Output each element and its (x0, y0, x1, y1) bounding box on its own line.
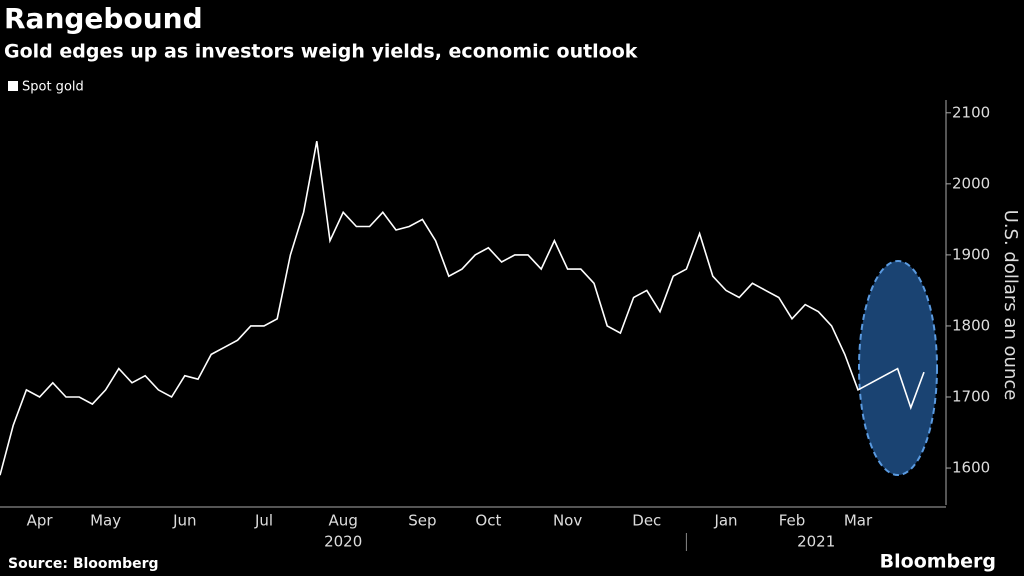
x-tick-label: Jul (254, 512, 273, 530)
x-tick-label: Feb (779, 512, 806, 530)
legend-swatch (8, 81, 18, 91)
chart-subtitle: Gold edges up as investors weigh yields,… (4, 41, 638, 63)
x-tick-label: Nov (553, 512, 582, 530)
x-tick-label: Sep (408, 512, 436, 530)
x-tick-label: Aug (329, 512, 358, 530)
x-tick-label: Dec (632, 512, 661, 530)
y-tick-label: 2100 (952, 103, 990, 121)
y-tick-label: 1600 (952, 459, 990, 477)
x-tick-label: Apr (27, 512, 54, 530)
x-tick-label: May (90, 512, 121, 530)
x-tick-label: Mar (844, 512, 873, 530)
y-tick-label: 1700 (952, 388, 990, 406)
y-tick-label: 2000 (952, 174, 990, 192)
x-tick-label: Jan (713, 512, 737, 530)
x-tick-label: Jun (172, 512, 196, 530)
y-tick-label: 1800 (952, 316, 990, 334)
y-tick-label: 1900 (952, 245, 990, 263)
legend-label: Spot gold (22, 80, 84, 95)
brand: Bloomberg (880, 551, 996, 573)
source: Source: Bloomberg (8, 556, 159, 572)
x-tick-label: Oct (475, 512, 501, 530)
line (0, 141, 925, 476)
year-label: 2021 (797, 533, 835, 551)
y-axis-label: U.S. dollars an ounce (1000, 210, 1021, 401)
year-label: 2020 (324, 533, 362, 551)
chart-title: Rangebound (4, 2, 203, 35)
